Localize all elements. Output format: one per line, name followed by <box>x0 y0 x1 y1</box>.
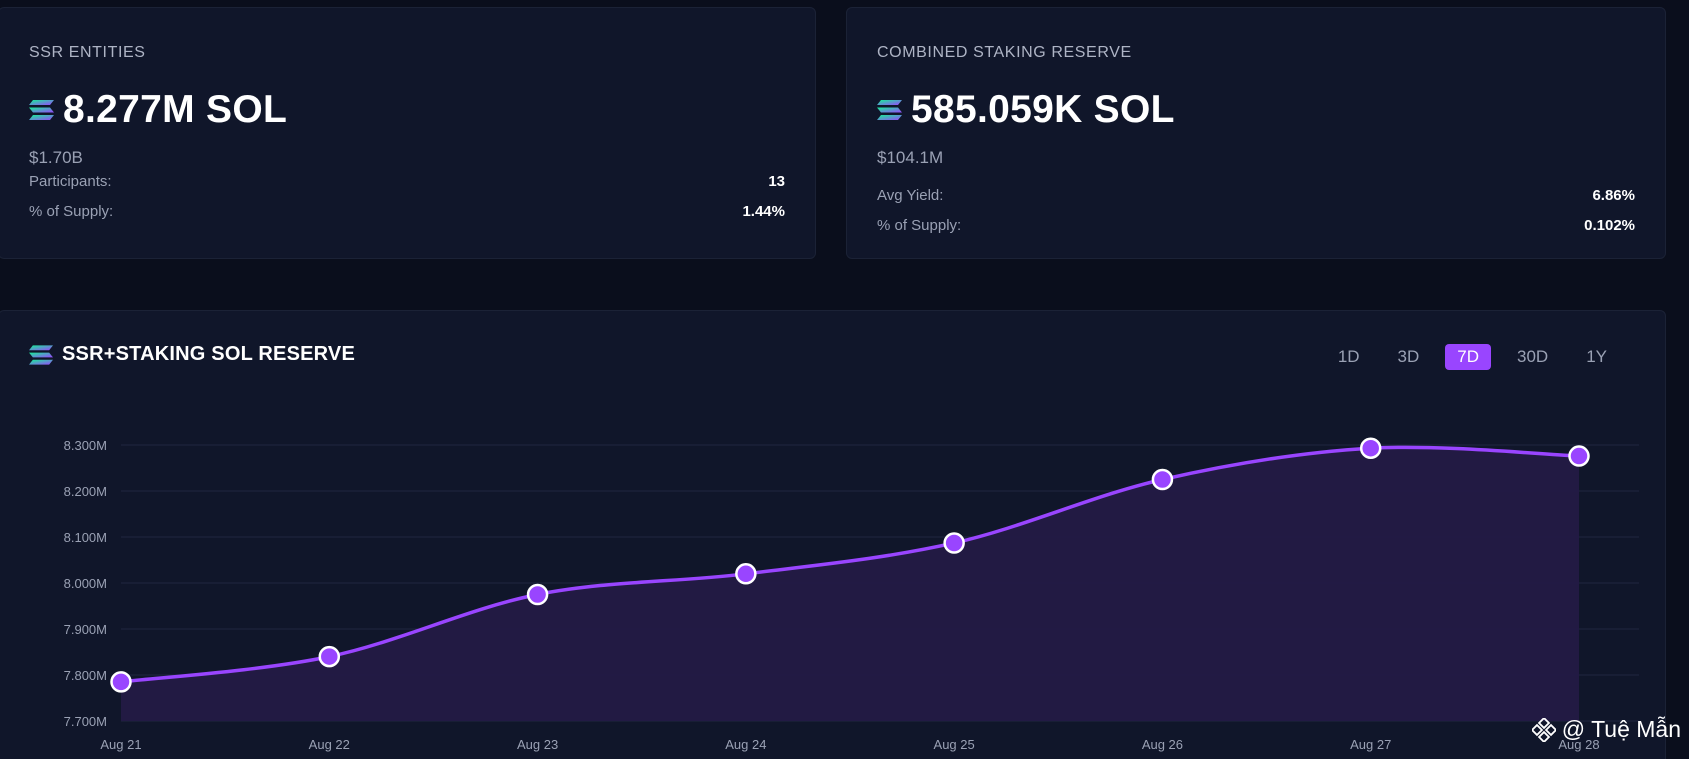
csr-supply-label: % of Supply: <box>877 217 962 234</box>
y-tick-label: 8.200M <box>64 484 107 499</box>
watermark-text: @ Tuệ Mẫn <box>1561 716 1681 742</box>
y-tick-label: 8.100M <box>64 530 107 545</box>
x-tick-label: Aug 24 <box>725 737 766 752</box>
x-tick-label: Aug 21 <box>100 737 141 752</box>
binance-diamond-icon <box>1531 717 1556 742</box>
data-point-1[interactable] <box>110 671 132 693</box>
series-line <box>120 445 1580 684</box>
ssr-entities-usd-value: $1.70B <box>29 148 83 167</box>
y-tick-label: 7.900M <box>64 622 107 637</box>
solana-logo-icon <box>877 100 902 120</box>
range-tab-30d[interactable]: 30D <box>1517 347 1549 366</box>
ssr-participants-row: Participants: 13 <box>29 173 785 190</box>
ssr-supply-value: 1.44% <box>742 203 785 220</box>
avg-yield-label: Avg Yield: <box>877 187 944 204</box>
csr-usd-value: $104.1M <box>877 148 944 167</box>
csr-supply-row: % of Supply: 0.102% <box>877 217 1635 234</box>
avg-yield-value: 6.86% <box>1592 187 1635 204</box>
ssr-entities-value-group: 8.277M SOL <box>29 88 287 132</box>
solana-logo-icon <box>29 100 54 120</box>
time-range-tabs: 1D 3D 7D 30D 1Y <box>1326 344 1619 370</box>
range-tab-7d[interactable]: 7D <box>1445 344 1492 370</box>
data-point-7[interactable] <box>1359 437 1382 459</box>
ssr-supply-row: % of Supply: 1.44% <box>29 203 785 220</box>
x-tick-label: Aug 23 <box>517 737 558 752</box>
x-tick-label: Aug 28 <box>1558 737 1599 752</box>
range-tab-1d[interactable]: 1D <box>1337 347 1360 366</box>
y-tick-label: 7.700M <box>64 714 107 729</box>
y-tick-label: 8.000M <box>64 576 107 591</box>
ssr-entities-sol-value: 8.277M SOL <box>63 88 288 131</box>
solana-logo-icon <box>29 344 53 365</box>
combined-staking-reserve-title: COMBINED STAKING RESERVE <box>877 44 1132 61</box>
combined-staking-reserve-card: COMBINED STAKING RESERVE 585.059K SOL $1… <box>846 7 1666 259</box>
watermark: @ Tuệ Mẫn <box>1531 716 1681 743</box>
reserve-chart-panel: 7.700M 7.800M 7.900M 8.000M 8.100M 8.200M 8.30… <box>0 310 1666 759</box>
y-tick-label: 8.300M <box>64 438 107 453</box>
range-tab-3d[interactable]: 3D <box>1397 347 1420 366</box>
data-point-4[interactable] <box>735 563 757 585</box>
avg-yield-row: Avg Yield: 6.86% <box>877 187 1635 204</box>
data-point-3[interactable] <box>526 583 549 606</box>
data-point-2[interactable] <box>318 645 341 668</box>
x-tick-label: Aug 25 <box>934 737 975 752</box>
chart-header: SSR+STAKING SOL RESERVE <box>29 343 355 366</box>
csr-value-group: 585.059K SOL <box>877 88 1175 132</box>
x-tick-label: Aug 22 <box>309 737 350 752</box>
area-fill <box>121 447 1579 721</box>
ssr-supply-label: % of Supply: <box>29 203 114 220</box>
range-tab-1y[interactable]: 1Y <box>1586 347 1607 366</box>
chart-title: SSR+STAKING SOL RESERVE <box>62 343 356 365</box>
x-tick-label: Aug 27 <box>1350 737 1391 752</box>
x-tick-label: Aug 26 <box>1142 737 1183 752</box>
csr-supply-value: 0.102% <box>1584 217 1635 234</box>
participants-value: 13 <box>768 173 785 190</box>
y-tick-label: 7.800M <box>64 668 107 683</box>
ssr-entities-title: SSR ENTITIES <box>29 44 146 61</box>
ssr-entities-card: SSR ENTITIES 8.277M SOL $1.70B Participa… <box>0 7 816 259</box>
data-point-5[interactable] <box>943 532 965 554</box>
reserve-area-chart: 7.700M 7.800M 7.900M 8.000M 8.100M 8.200M 8.30… <box>64 437 1639 752</box>
data-point-6[interactable] <box>1151 468 1174 491</box>
data-point-8[interactable] <box>1568 445 1590 467</box>
csr-sol-value: 585.059K SOL <box>911 88 1175 131</box>
participants-label: Participants: <box>29 173 112 190</box>
